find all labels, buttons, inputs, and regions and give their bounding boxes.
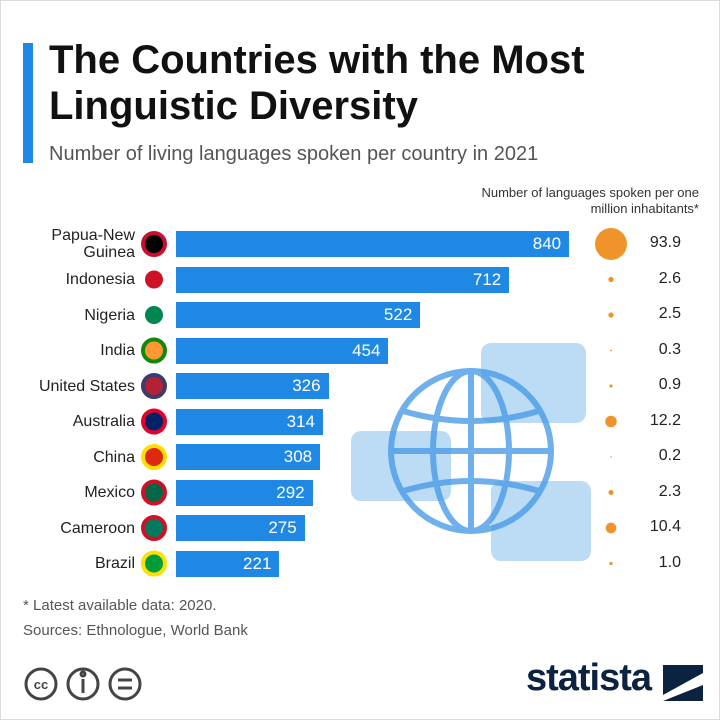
per-million-label: 0.3 bbox=[658, 340, 681, 358]
bar bbox=[176, 266, 510, 293]
accent-bar bbox=[23, 43, 33, 163]
per-million-label: 1.0 bbox=[658, 553, 681, 571]
per-million-label: 10.4 bbox=[649, 518, 681, 535]
bar bbox=[176, 550, 280, 577]
per-million-dot bbox=[610, 456, 612, 458]
category-label: India bbox=[100, 342, 135, 359]
flag bbox=[141, 408, 167, 435]
flag bbox=[141, 373, 167, 399]
license-icons: cc bbox=[24, 667, 142, 701]
per-million-label: 2.5 bbox=[658, 305, 681, 322]
per-million-dot bbox=[610, 349, 612, 352]
value-label: 522 bbox=[383, 305, 413, 324]
category-label: Cameroon bbox=[60, 519, 135, 537]
flag bbox=[141, 515, 167, 541]
bar bbox=[176, 408, 323, 435]
per-million-label: 0.2 bbox=[658, 447, 681, 464]
value-label: 712 bbox=[472, 269, 502, 289]
bar bbox=[176, 479, 313, 506]
value-label: 308 bbox=[283, 447, 313, 466]
bar bbox=[176, 231, 570, 257]
flag bbox=[141, 302, 167, 328]
flag bbox=[141, 550, 167, 577]
category-label: Nigeria bbox=[84, 306, 135, 324]
category-label: Mexico bbox=[84, 484, 135, 501]
per-million-dot bbox=[608, 489, 614, 496]
per-million-dot bbox=[605, 522, 617, 534]
per-million-dot bbox=[609, 384, 613, 388]
per-million-label: 0.9 bbox=[658, 376, 681, 393]
category-label: Australia bbox=[72, 413, 135, 430]
category-label: United States bbox=[38, 377, 135, 395]
per-million-label: 12.2 bbox=[649, 411, 681, 429]
value-label: 454 bbox=[352, 340, 381, 360]
bar bbox=[176, 515, 305, 541]
flag bbox=[141, 444, 167, 470]
value-label: 326 bbox=[292, 376, 321, 395]
value-label: 840 bbox=[532, 234, 562, 253]
column-header: Number of languages spoken per one milli… bbox=[481, 185, 699, 216]
value-label: 221 bbox=[243, 553, 272, 573]
bar bbox=[176, 444, 321, 470]
bar bbox=[176, 373, 329, 399]
flag bbox=[141, 266, 167, 293]
per-million-dot bbox=[609, 561, 613, 566]
svg-text:cc: cc bbox=[34, 677, 48, 692]
value-label: 275 bbox=[268, 518, 297, 537]
flag bbox=[141, 337, 167, 364]
bar bbox=[176, 337, 389, 364]
chart-title: The Countries with the Most Linguistic D… bbox=[49, 38, 585, 128]
chart-subtitle: Number of living languages spoken per co… bbox=[49, 143, 539, 165]
value-label: 314 bbox=[286, 411, 315, 431]
per-million-dot bbox=[605, 415, 617, 428]
flag bbox=[141, 479, 167, 506]
category-label: China bbox=[93, 448, 135, 466]
category-label: Indonesia bbox=[65, 271, 135, 288]
footnote: * Latest available data: 2020. bbox=[23, 597, 217, 614]
per-million-dot bbox=[608, 312, 614, 318]
category-label: Papua-New Guinea bbox=[51, 227, 135, 261]
bar bbox=[176, 302, 421, 328]
brand-logo: statista bbox=[525, 657, 652, 699]
flag bbox=[141, 231, 167, 257]
category-label: Brazil bbox=[94, 555, 135, 572]
per-million-label: 2.6 bbox=[658, 269, 681, 287]
value-label: 292 bbox=[276, 482, 305, 502]
brand-mark bbox=[663, 665, 703, 701]
per-million-label: 93.9 bbox=[649, 234, 681, 251]
source: Sources: Ethnologue, World Bank bbox=[23, 622, 248, 639]
per-million-dot bbox=[608, 276, 614, 283]
globe-decoration bbox=[351, 343, 591, 561]
per-million-dot bbox=[595, 228, 627, 260]
per-million-label: 2.3 bbox=[658, 482, 681, 500]
